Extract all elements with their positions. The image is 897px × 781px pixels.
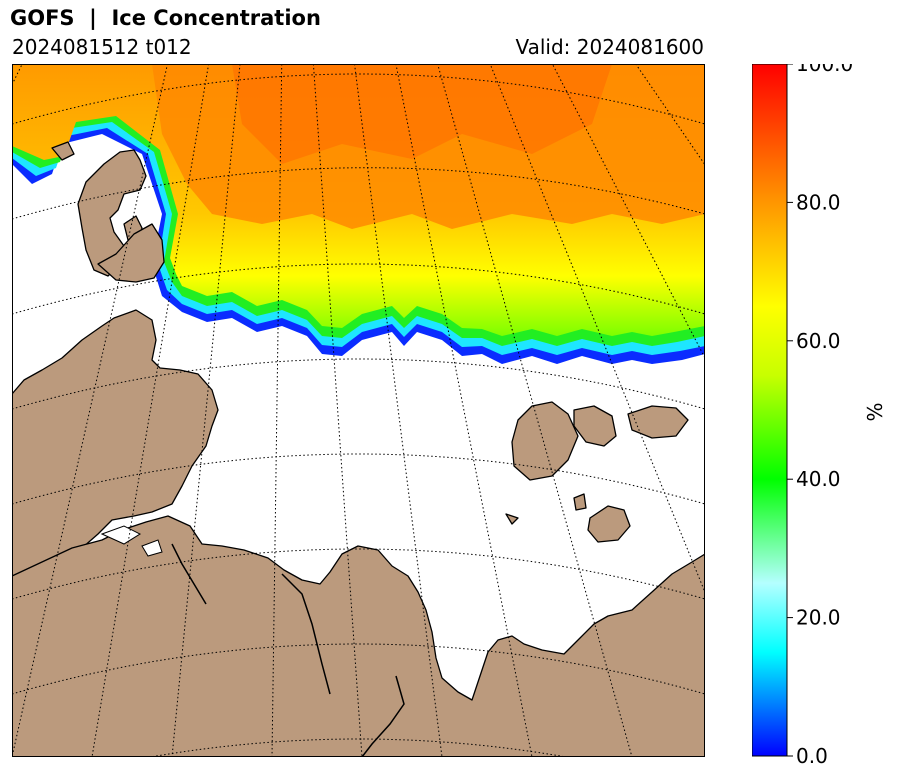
colorbar-tick-label: 0.0 (796, 744, 828, 768)
svalbard-north (51, 141, 75, 161)
colorbar-tick-label: 80.0 (796, 190, 841, 214)
novaya-zemlya-mid (573, 405, 617, 447)
edgeoya-island (97, 223, 165, 283)
novaya-zemlya-north (511, 401, 579, 481)
colorbar-tick-label: 40.0 (796, 467, 841, 491)
small-island-a (573, 493, 587, 511)
svalbard (77, 149, 147, 277)
russia-mainland (12, 515, 705, 757)
franz-josef-land (627, 405, 689, 439)
ice-concentration-map (12, 64, 705, 757)
colorbar: 0.0 20.0 40.0 60.0 80.0 100.0 % (752, 64, 887, 768)
map-title: GOFS | Ice Concentration (10, 6, 321, 30)
colorbar-gradient (752, 64, 788, 757)
land-masses (12, 141, 705, 757)
map-frame (12, 64, 705, 757)
init-time-label: 2024081512 t012 (12, 35, 192, 59)
graticule (12, 64, 705, 757)
colorbar-label: % (863, 402, 887, 421)
colorbar-tick-label: 20.0 (796, 606, 841, 630)
valid-time-label: Valid: 2024081600 (515, 35, 704, 59)
colorbar-tick-label: 60.0 (796, 329, 841, 353)
severnaya-zemlya (587, 505, 631, 543)
colorbar-tick-label: 100.0 (796, 64, 853, 76)
small-island-b (505, 513, 519, 525)
sea-ice-field (12, 64, 705, 364)
rivers (171, 543, 405, 757)
